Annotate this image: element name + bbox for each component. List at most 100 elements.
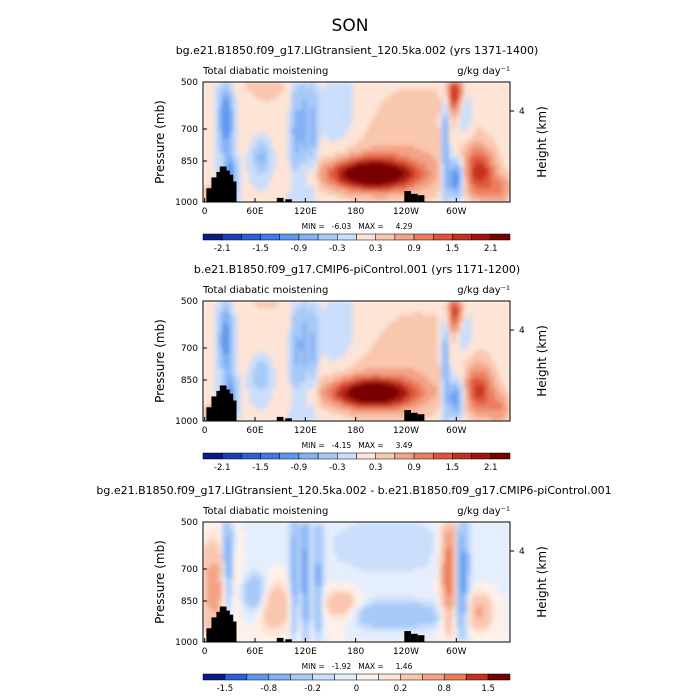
- colorbar-box: [221, 452, 242, 460]
- y-tick-label: 700: [181, 125, 198, 135]
- topography-block: [206, 188, 214, 202]
- units-label: g/kg day⁻¹: [457, 285, 510, 296]
- colorbar-box: [202, 452, 223, 460]
- colorbar-box: [443, 673, 467, 681]
- units-label: g/kg day⁻¹: [457, 66, 510, 77]
- x-tick-label: 60E: [246, 207, 263, 217]
- panel-lig-transient: bg.e21.B1850.f09_g17.LIGtransient_120.5k…: [153, 44, 549, 254]
- colorbar-label: 0.9: [407, 244, 421, 254]
- topography-block: [404, 410, 411, 421]
- topography-block: [229, 181, 237, 202]
- colorbar-box: [356, 452, 376, 460]
- colorbar-label: -1.5: [252, 463, 269, 473]
- colorbar-label: -0.8: [261, 684, 278, 694]
- colorbar-box: [221, 233, 242, 241]
- colorbar-box: [378, 673, 401, 681]
- x-tick-label: 60E: [246, 426, 263, 436]
- colorbar-box: [317, 233, 338, 241]
- colorbar-label: 0.9: [407, 463, 421, 473]
- right-tick-label: 4: [519, 107, 525, 117]
- colorbar-box: [490, 233, 511, 241]
- x-tick-label: 0: [202, 647, 208, 657]
- y-axis-label: Pressure (mb): [153, 100, 167, 184]
- panel-title: bg.e21.B1850.f09_g17.LIGtransient_120.5k…: [96, 484, 611, 497]
- x-tick-label: 120E: [294, 426, 317, 436]
- colorbar-box: [356, 673, 379, 681]
- colorbar-box: [268, 673, 291, 681]
- colorbar-box: [356, 233, 376, 241]
- colorbar: -2.1 -1.5 -0.9 -0.3 0.3 0.9 1.5 2.1: [202, 452, 511, 473]
- colorbar-box: [279, 452, 300, 460]
- topography-block: [211, 396, 219, 421]
- y-axis-label: Pressure (mb): [153, 540, 167, 624]
- topography-block: [417, 414, 425, 421]
- y-tick-label: 1000: [175, 417, 198, 427]
- plot-frame: [202, 521, 511, 643]
- colorbar-box: [317, 452, 338, 460]
- x-tick-label: 120W: [393, 426, 419, 436]
- colorbar-box: [422, 673, 445, 681]
- topography-block: [417, 635, 425, 642]
- topography-block: [411, 193, 418, 202]
- x-tick-label: 60E: [246, 647, 263, 657]
- colorbar-box: [241, 452, 261, 460]
- colorbar-box: [337, 233, 357, 241]
- colorbar-box: [394, 452, 415, 460]
- topography-block: [404, 631, 411, 642]
- colorbar-label: -2.1: [214, 244, 231, 254]
- colorbar-label: 1.5: [446, 244, 460, 254]
- heatmap-field: [203, 82, 510, 202]
- colorbar: -2.1 -1.5 -0.9 -0.3 0.3 0.9 1.5 2.1: [202, 233, 511, 254]
- colorbar-box: [312, 673, 335, 681]
- colorbar-label: -0.3: [329, 244, 346, 254]
- y-tick-label: 850: [181, 157, 198, 167]
- right-tick-label: 4: [519, 326, 525, 336]
- right-axis-label: Height (km): [535, 546, 549, 617]
- colorbar-box: [471, 233, 492, 241]
- topography-block: [276, 416, 284, 421]
- colorbar-box: [298, 452, 319, 460]
- y-axis-label: Pressure (mb): [153, 319, 167, 403]
- x-tick-label: 120W: [393, 647, 419, 657]
- season-title: SON: [332, 16, 369, 36]
- topography-block: [206, 407, 214, 421]
- colorbar-box: [471, 452, 492, 460]
- colorbar-box: [202, 673, 226, 681]
- colorbar-box: [413, 452, 434, 460]
- colorbar-box: [490, 452, 511, 460]
- topography-block: [223, 170, 230, 202]
- panel-picontrol: b.e21.B1850.f09_g17.CMIP6-piControl.001 …: [153, 263, 549, 473]
- x-tick-label: 60W: [446, 426, 466, 436]
- colorbar-label: -1.5: [252, 244, 269, 254]
- colorbar-box: [452, 452, 472, 460]
- y-tick-label: 1000: [175, 198, 198, 208]
- colorbar-box: [298, 233, 319, 241]
- colorbar-label: -0.2: [304, 684, 321, 694]
- topography-block: [276, 197, 284, 202]
- units-label: g/kg day⁻¹: [457, 506, 510, 517]
- colorbar-box: [337, 452, 357, 460]
- variable-label: Total diabatic moistening: [202, 285, 328, 296]
- panel-title: b.e21.B1850.f09_g17.CMIP6-piControl.001 …: [194, 263, 520, 276]
- topography-block: [417, 195, 425, 202]
- colorbar: -1.5 -0.8 -0.2 0 0.2 0.8 1.5: [202, 673, 511, 694]
- colorbar-label: 0.2: [394, 684, 408, 694]
- colorbar-box: [241, 233, 261, 241]
- colorbar-box: [246, 673, 270, 681]
- heatmap-field: [203, 522, 510, 642]
- topography-block: [411, 633, 418, 642]
- topography-block: [276, 637, 284, 642]
- topography-block: [404, 191, 411, 202]
- topography-block: [223, 389, 230, 421]
- topography-block: [223, 610, 230, 642]
- colorbar-label: 2.1: [484, 463, 498, 473]
- colorbar-label: -1.5: [217, 684, 234, 694]
- variable-label: Total diabatic moistening: [202, 66, 328, 77]
- colorbar-label: 0.3: [369, 463, 383, 473]
- x-tick-label: 60W: [446, 207, 466, 217]
- plot-frame: [202, 81, 511, 203]
- colorbar-label: -0.9: [291, 244, 308, 254]
- topography-block: [285, 639, 292, 642]
- x-tick-label: 0: [202, 426, 208, 436]
